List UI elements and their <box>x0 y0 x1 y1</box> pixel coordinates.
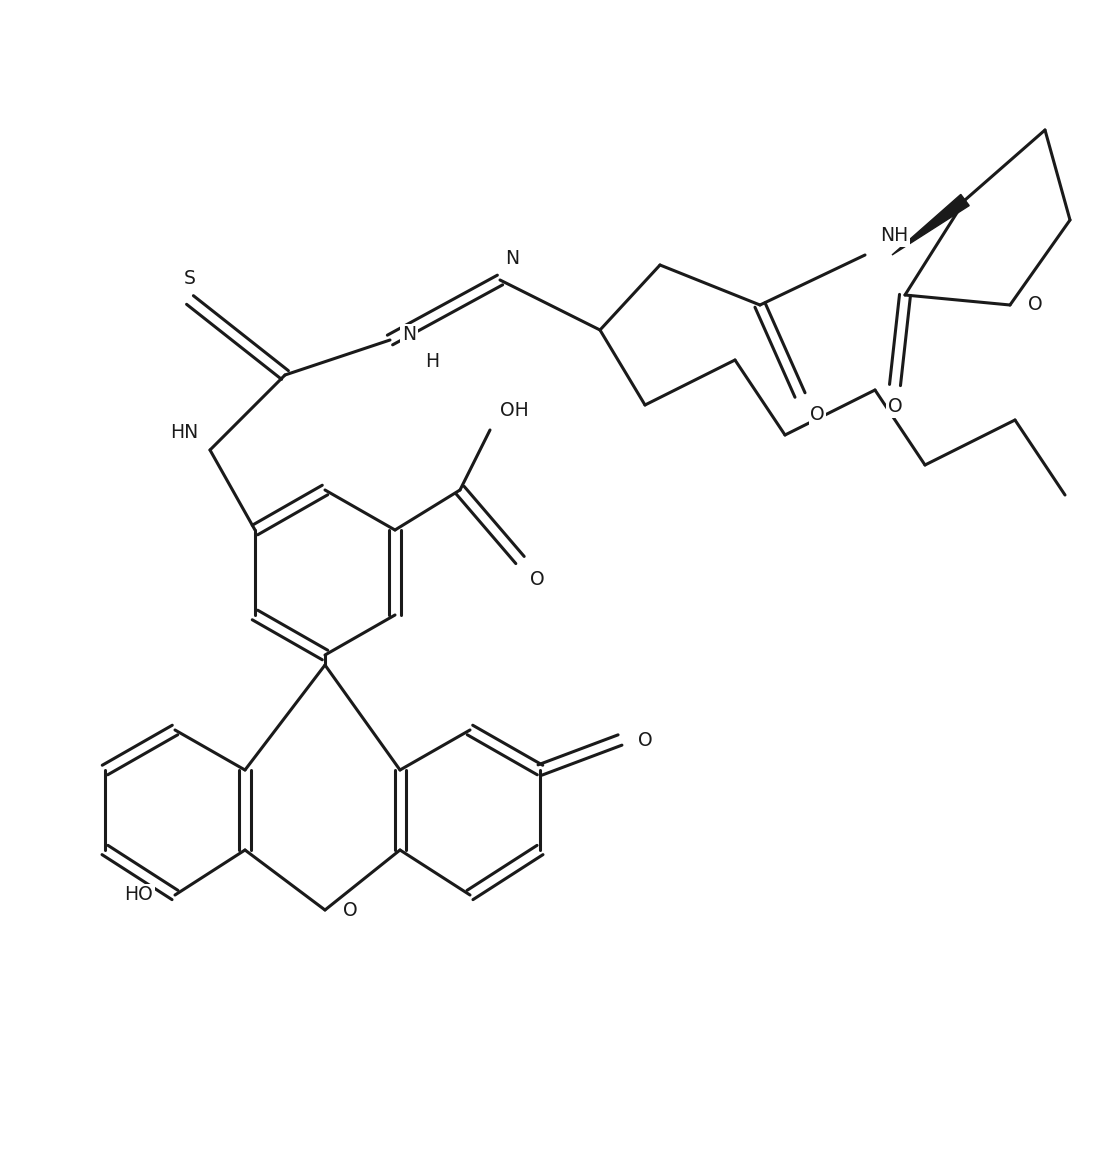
Text: H: H <box>425 352 439 371</box>
Text: HN: HN <box>170 423 198 442</box>
Text: OH: OH <box>500 401 529 421</box>
Text: O: O <box>530 570 544 589</box>
Text: O: O <box>811 404 825 424</box>
Text: NH: NH <box>880 226 908 245</box>
Text: O: O <box>638 731 653 749</box>
Polygon shape <box>892 194 969 255</box>
Text: HO: HO <box>124 886 153 904</box>
Text: S: S <box>184 269 196 288</box>
Text: N: N <box>402 325 416 345</box>
Text: O: O <box>1027 295 1043 315</box>
Text: N: N <box>505 249 519 268</box>
Text: O: O <box>888 398 902 416</box>
Text: O: O <box>343 901 358 919</box>
